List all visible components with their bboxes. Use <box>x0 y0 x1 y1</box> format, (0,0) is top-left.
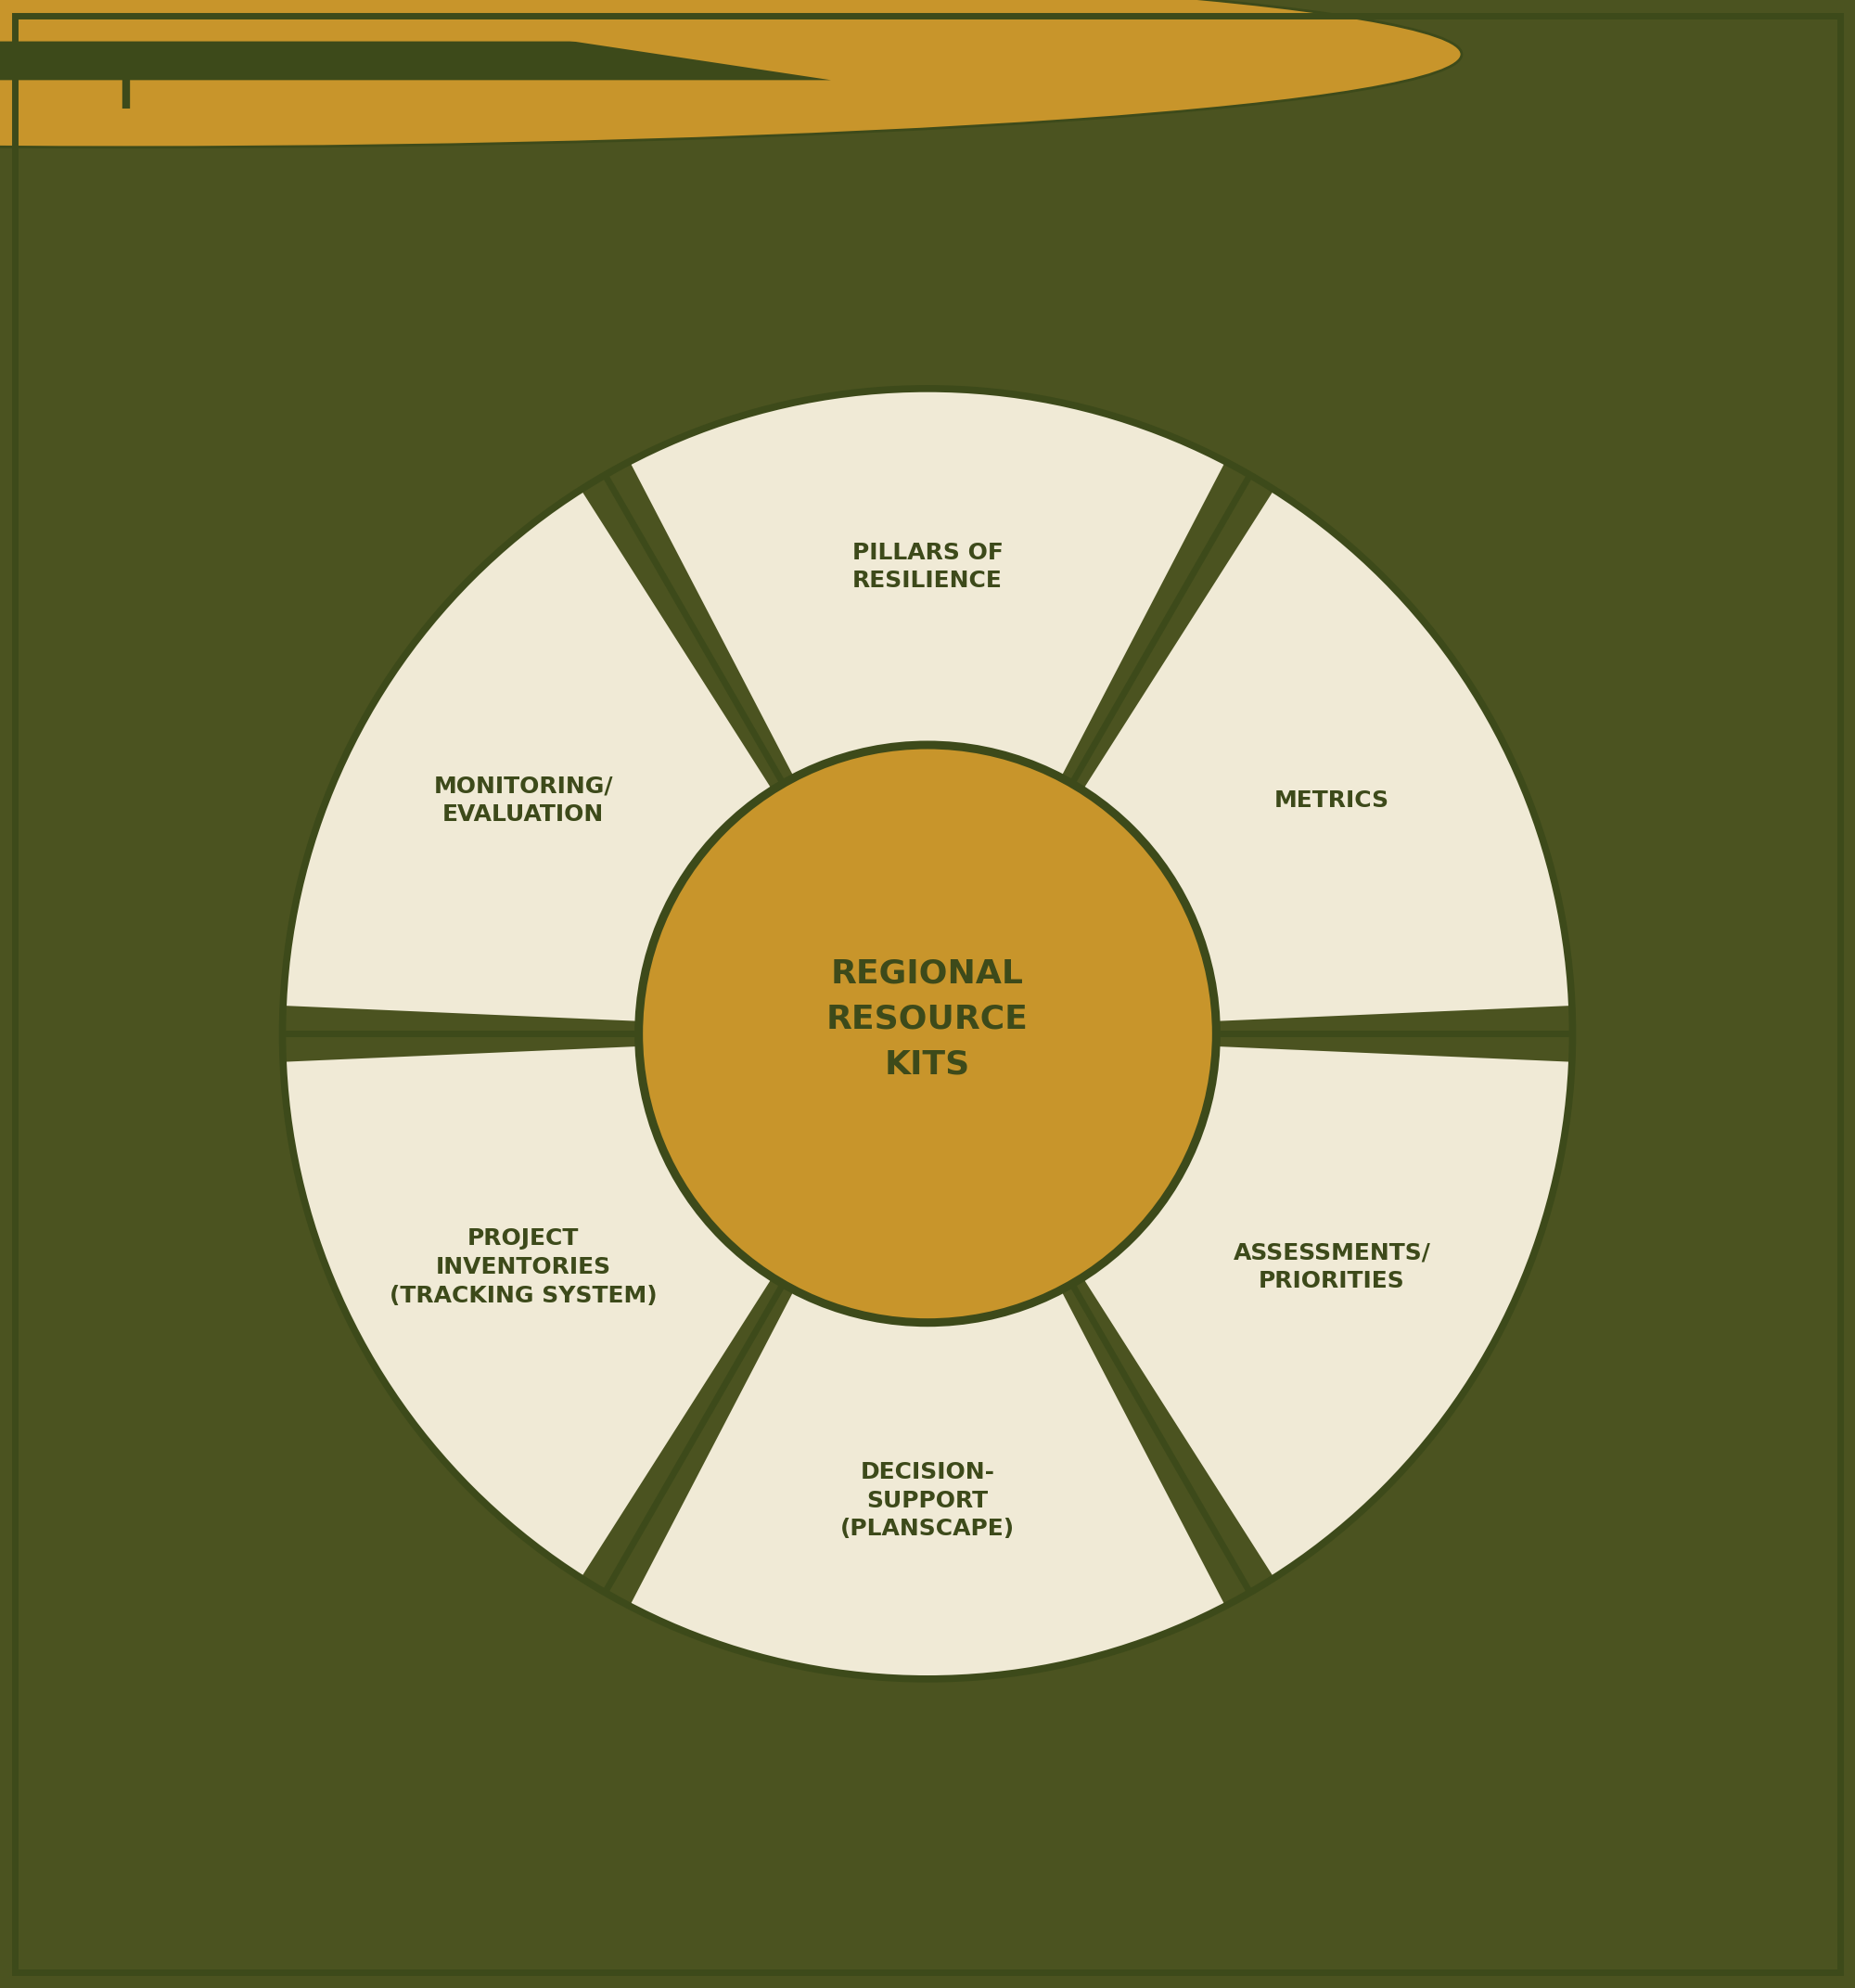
Wedge shape <box>284 489 772 1022</box>
Wedge shape <box>629 1290 1226 1680</box>
Text: PROJECT
INVENTORIES
(TRACKING SYSTEM): PROJECT INVENTORIES (TRACKING SYSTEM) <box>390 1229 657 1306</box>
Text: CA  |  WILDFIRE & FOREST RESILIENCE  |  TASK FORCE: CA | WILDFIRE & FOREST RESILIENCE | TASK… <box>653 54 1313 76</box>
Text: MONITORING/
EVALUATION: MONITORING/ EVALUATION <box>434 775 612 825</box>
Text: METRICS: METRICS <box>1274 789 1389 811</box>
Text: ASSESSMENTS/
PRIORITIES: ASSESSMENTS/ PRIORITIES <box>1234 1242 1430 1292</box>
Wedge shape <box>629 388 1226 777</box>
Polygon shape <box>0 0 831 80</box>
Text: REGIONAL
RESOURCE
KITS: REGIONAL RESOURCE KITS <box>827 958 1028 1079</box>
Wedge shape <box>1083 1046 1571 1578</box>
Text: DECISION-
SUPPORT
(PLANSCAPE): DECISION- SUPPORT (PLANSCAPE) <box>840 1461 1015 1541</box>
Wedge shape <box>1083 489 1571 1022</box>
Wedge shape <box>284 1046 772 1578</box>
Text: PILLARS OF
RESILIENCE: PILLARS OF RESILIENCE <box>851 541 1004 592</box>
Circle shape <box>638 746 1217 1322</box>
Polygon shape <box>0 0 646 42</box>
Circle shape <box>0 0 1462 147</box>
